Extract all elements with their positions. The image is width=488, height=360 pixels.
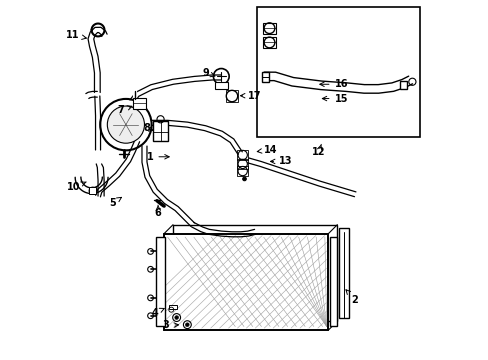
Bar — [237, 150, 247, 159]
Text: 8: 8 — [142, 123, 153, 133]
Text: 7: 7 — [117, 105, 132, 115]
Circle shape — [175, 316, 178, 319]
Bar — [237, 159, 247, 168]
Circle shape — [100, 99, 151, 150]
Bar — [237, 166, 247, 176]
Text: 14: 14 — [257, 145, 277, 155]
Bar — [263, 23, 275, 33]
Bar — [153, 121, 167, 141]
Bar — [156, 237, 165, 327]
Bar — [168, 305, 176, 309]
Text: 15: 15 — [322, 94, 347, 104]
Text: 10: 10 — [67, 182, 86, 192]
Text: 13: 13 — [270, 157, 292, 166]
Text: 1: 1 — [146, 152, 169, 162]
Bar — [257, 7, 419, 137]
Bar — [399, 81, 406, 89]
Text: 4: 4 — [151, 308, 164, 318]
Bar — [132, 98, 145, 109]
Bar — [89, 187, 96, 194]
Bar — [226, 90, 237, 102]
Text: 12: 12 — [311, 144, 325, 157]
Text: 5: 5 — [109, 197, 121, 208]
Bar — [164, 234, 328, 330]
Bar — [263, 37, 275, 48]
Text: 11: 11 — [66, 30, 86, 40]
Circle shape — [107, 106, 144, 143]
Bar — [329, 237, 337, 327]
Bar — [262, 72, 268, 82]
Text: 6: 6 — [155, 205, 162, 218]
Bar — [339, 228, 348, 318]
Bar — [164, 234, 328, 330]
Text: 9: 9 — [202, 68, 215, 78]
Text: 16: 16 — [319, 79, 347, 89]
Text: 2: 2 — [346, 290, 358, 305]
Bar — [173, 225, 337, 321]
Circle shape — [242, 177, 246, 181]
Text: 3: 3 — [163, 320, 178, 330]
Bar — [214, 82, 227, 89]
Text: 17: 17 — [240, 91, 261, 101]
Circle shape — [185, 323, 189, 327]
